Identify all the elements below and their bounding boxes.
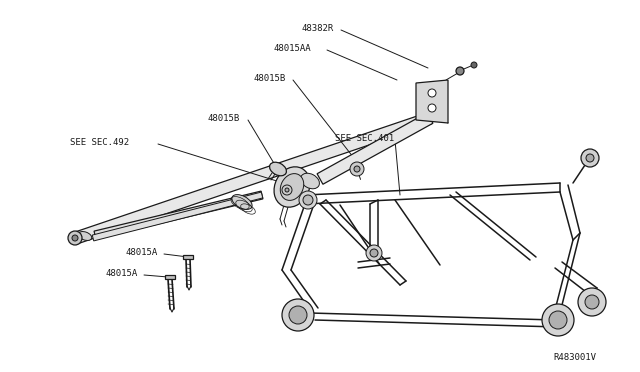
Ellipse shape	[301, 173, 319, 189]
Circle shape	[282, 299, 314, 331]
Text: 48015B: 48015B	[254, 74, 286, 83]
Circle shape	[72, 235, 78, 241]
Text: SEE SEC.401: SEE SEC.401	[335, 134, 394, 142]
Polygon shape	[74, 112, 432, 244]
Circle shape	[354, 166, 360, 172]
Polygon shape	[92, 192, 263, 241]
Circle shape	[471, 62, 477, 68]
Circle shape	[370, 249, 378, 257]
Polygon shape	[165, 275, 175, 279]
Ellipse shape	[280, 174, 304, 201]
Ellipse shape	[274, 167, 310, 207]
Circle shape	[299, 191, 317, 209]
Ellipse shape	[78, 231, 92, 240]
Text: 48015AA: 48015AA	[274, 44, 312, 52]
Circle shape	[578, 288, 606, 316]
Text: 48015A: 48015A	[125, 247, 157, 257]
Text: SEE SEC.492: SEE SEC.492	[70, 138, 129, 147]
Polygon shape	[317, 113, 433, 184]
Text: 48382R: 48382R	[302, 23, 334, 32]
Text: 48015A: 48015A	[105, 269, 137, 278]
Polygon shape	[94, 191, 263, 239]
Circle shape	[366, 245, 382, 261]
Circle shape	[542, 304, 574, 336]
Circle shape	[282, 185, 292, 195]
Ellipse shape	[232, 195, 252, 209]
Circle shape	[456, 67, 464, 75]
Text: R483001V: R483001V	[553, 353, 596, 362]
Circle shape	[428, 89, 436, 97]
Circle shape	[285, 188, 289, 192]
Circle shape	[350, 162, 364, 176]
Polygon shape	[183, 255, 193, 259]
Circle shape	[581, 149, 599, 167]
Text: 48015B: 48015B	[208, 113, 240, 122]
Circle shape	[303, 195, 313, 205]
Circle shape	[549, 311, 567, 329]
Polygon shape	[416, 80, 448, 123]
Ellipse shape	[269, 162, 287, 176]
Circle shape	[289, 306, 307, 324]
Circle shape	[428, 104, 436, 112]
Circle shape	[586, 154, 594, 162]
Circle shape	[585, 295, 599, 309]
Circle shape	[68, 231, 82, 245]
